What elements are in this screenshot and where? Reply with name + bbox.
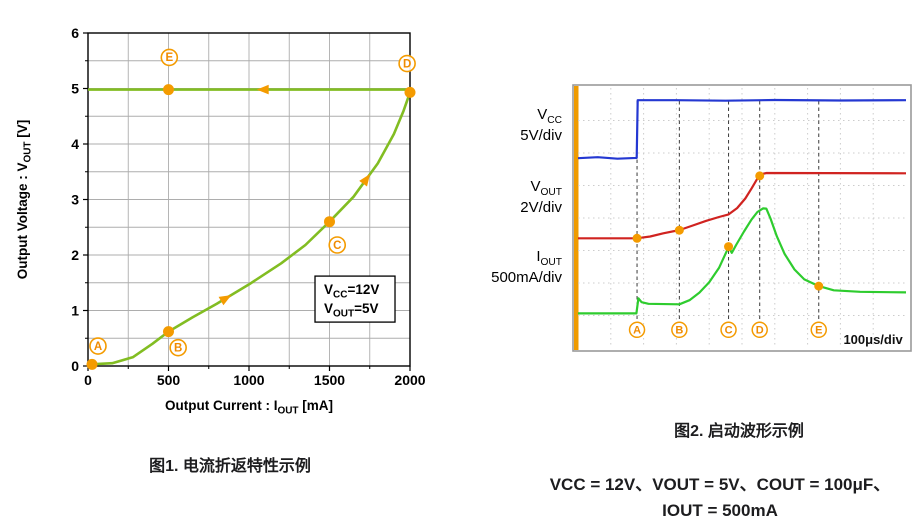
direction-arrow-icon bbox=[256, 84, 269, 95]
vcc-scale: 5V/div bbox=[520, 126, 562, 144]
curve-point-A bbox=[86, 358, 98, 370]
conditions-box-line: VOUT=5V bbox=[324, 301, 379, 320]
point-label-ring-B bbox=[169, 338, 187, 357]
vcc-subscript: CC bbox=[547, 115, 562, 126]
x-tick-label: 0 bbox=[84, 372, 92, 388]
conditions-line2: IOUT = 500mA bbox=[662, 501, 778, 521]
event-label-C: C bbox=[725, 324, 733, 336]
iout-scale: 500mA/div bbox=[491, 268, 562, 286]
foldback-characteristic-chart: 0 500 1000 1500 2000 0 1 2 3 4 5 6 Output Current : … bbox=[15, 25, 426, 417]
vout-subscript: OUT bbox=[540, 187, 562, 198]
point-label-ring-A bbox=[89, 337, 107, 355]
figure1-caption: 图1. 电流折返特性示例 bbox=[149, 458, 311, 475]
point-label-B: B bbox=[174, 342, 182, 354]
conditions-line1: VCC = 12V、VOUT = 5V、COUT = 100μF、 bbox=[549, 475, 891, 494]
vout-scale: 2V/div bbox=[520, 198, 562, 216]
event-dot-A bbox=[632, 233, 642, 243]
vcc-trace-label: VCC 5V/div bbox=[520, 106, 562, 144]
y-tick-label: 6 bbox=[71, 25, 79, 41]
point-label-A: A bbox=[94, 341, 102, 353]
point-label-C: C bbox=[333, 240, 341, 252]
y-tick-label: 2 bbox=[71, 247, 79, 263]
x-tick-label: 1500 bbox=[314, 372, 345, 388]
event-label-E: E bbox=[815, 324, 822, 336]
test-conditions-text: VCC = 12V、VOUT = 5V、COUT = 100μF、 IOUT =… bbox=[520, 472, 919, 525]
point-label-ring-D bbox=[398, 54, 416, 73]
y-axis-title: Output Voltage : VOUT [V] bbox=[15, 120, 34, 280]
event-label-ring-A bbox=[628, 321, 646, 339]
y-tick-label: 3 bbox=[71, 192, 79, 208]
vout-trace-label: VOUT 2V/div bbox=[520, 178, 562, 216]
vcc-symbol: V bbox=[537, 106, 548, 123]
iout-trace-label: IOUT 500mA/div bbox=[491, 248, 562, 286]
event-label-ring-D bbox=[751, 321, 768, 339]
scope-left-strip bbox=[574, 86, 579, 350]
point-label-D: D bbox=[403, 58, 411, 70]
curve-point-C bbox=[324, 216, 335, 228]
event-label-A: A bbox=[633, 324, 641, 336]
conditions-box-line: VCC=12V bbox=[324, 282, 379, 301]
iout-subscript: OUT bbox=[540, 257, 562, 268]
event-dot-B bbox=[674, 225, 684, 235]
foldback-curve bbox=[89, 91, 412, 366]
curve-point-D bbox=[404, 86, 416, 98]
point-label-ring-C bbox=[328, 236, 347, 254]
event-dot-C bbox=[724, 242, 734, 252]
curve-point-E bbox=[163, 84, 174, 96]
x-tick-label: 500 bbox=[157, 372, 181, 388]
startup-waveform-scope: A B C D E 100μs/div bbox=[572, 84, 912, 352]
curve-point-B bbox=[163, 326, 174, 338]
y-tick-label: 1 bbox=[71, 303, 79, 319]
direction-arrow-icon bbox=[359, 174, 371, 187]
event-label-ring-E bbox=[810, 321, 828, 339]
timebase-label: 100μs/div bbox=[843, 332, 903, 347]
point-label-ring-E bbox=[160, 48, 179, 67]
event-dot-E bbox=[814, 281, 824, 291]
scope-trace-labels: VCC 5V/div VOUT 2V/div IOUT 500mA/div bbox=[450, 84, 568, 352]
trace-iout bbox=[578, 207, 907, 315]
conditions-box bbox=[314, 275, 396, 323]
event-label-B: B bbox=[675, 324, 683, 336]
iout-symbol: I bbox=[536, 248, 541, 265]
event-label-ring-B bbox=[671, 321, 688, 339]
direction-arrow-icon bbox=[218, 295, 232, 306]
event-dot-D bbox=[755, 171, 765, 181]
event-label-D: D bbox=[756, 324, 764, 336]
vout-symbol: V bbox=[530, 178, 541, 195]
event-label-ring-C bbox=[720, 321, 737, 339]
y-tick-label: 5 bbox=[71, 81, 79, 97]
trace-vcc bbox=[577, 98, 907, 160]
x-tick-label: 2000 bbox=[394, 372, 425, 388]
figure2-caption: 图2. 启动波形示例 bbox=[674, 423, 804, 440]
y-tick-label: 0 bbox=[71, 358, 79, 374]
y-tick-label: 4 bbox=[71, 136, 79, 152]
fig1-plot-area: 0 500 1000 1500 2000 0 1 2 3 4 5 6 bbox=[71, 25, 426, 388]
x-axis-title: Output Current : IOUT [mA] bbox=[165, 398, 333, 417]
x-tick-label: 1000 bbox=[233, 372, 264, 388]
point-label-E: E bbox=[165, 52, 173, 64]
